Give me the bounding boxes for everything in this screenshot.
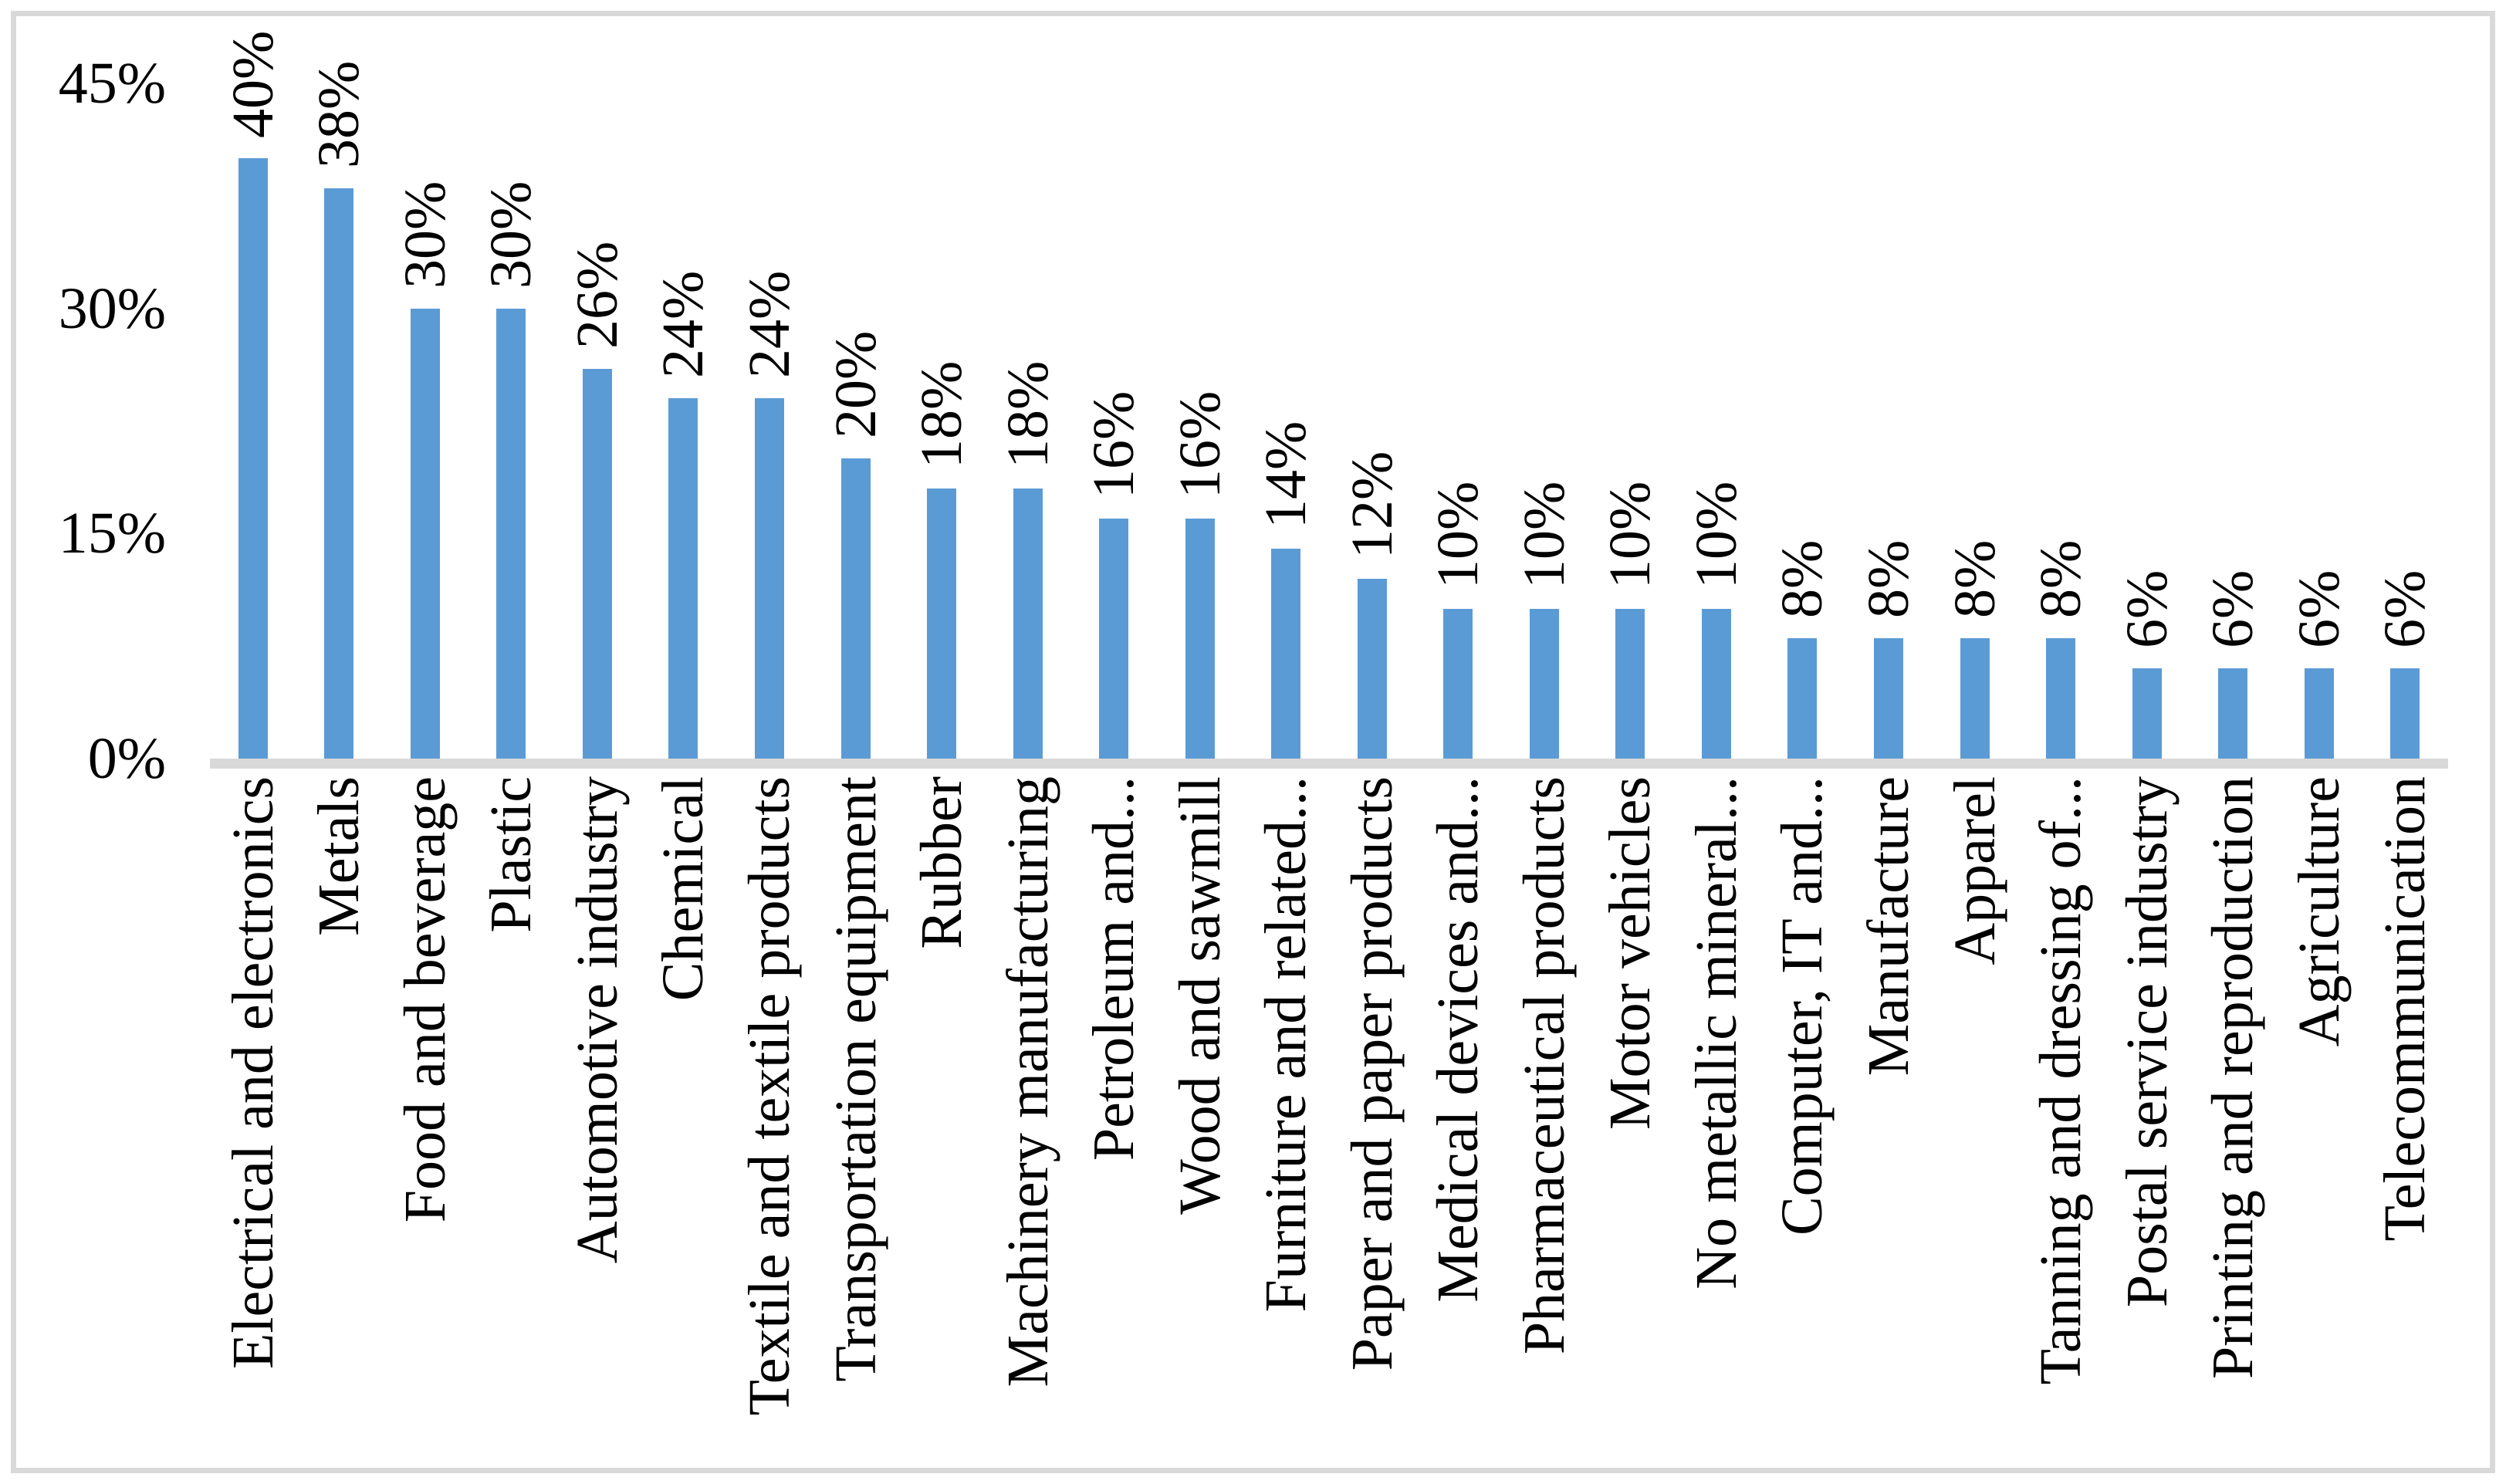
bar-value-label: 6%: [2200, 570, 2266, 648]
bar: [1357, 579, 1387, 759]
category-label: Telecommunication: [2372, 776, 2438, 1242]
bar-value-label: 24%: [737, 270, 802, 378]
category-label: Transportation equipment: [823, 776, 888, 1382]
category-label: Machinery manufacturing: [995, 776, 1060, 1388]
bar: [1701, 609, 1731, 759]
category-label: Printing and reproduction: [2200, 776, 2266, 1379]
x-axis-line: [210, 759, 2448, 769]
category-label: Manufacture: [1856, 776, 1921, 1077]
bar: [496, 309, 526, 759]
bar: [410, 309, 440, 759]
bar: [2304, 668, 2334, 759]
bar: [668, 398, 698, 759]
bar-value-label: 16%: [1167, 390, 1233, 499]
category-label: No metallic mineral...: [1683, 776, 1749, 1290]
bar-value-label: 10%: [1598, 481, 1663, 589]
category-label: Agriculture: [2286, 776, 2352, 1047]
category-label: Textile and textile products: [737, 776, 802, 1416]
category-label: Rubber: [909, 776, 975, 949]
bar-value-label: 10%: [1511, 481, 1577, 589]
chart-border-frame: [11, 11, 2495, 1473]
category-label: Apparel: [1942, 776, 2007, 965]
bar-value-label: 18%: [995, 360, 1060, 468]
bar-value-label: 24%: [651, 270, 716, 378]
category-label: Paper and paper products: [1339, 776, 1405, 1371]
bar: [755, 398, 784, 759]
bar-value-label: 8%: [1856, 539, 1921, 618]
bar-value-label: 40%: [220, 30, 286, 138]
category-label: Chemical: [651, 776, 716, 1002]
bar-value-label: 10%: [1683, 481, 1749, 589]
bar-value-label: 30%: [392, 181, 458, 289]
bar-value-label: 12%: [1339, 451, 1405, 559]
category-label: Medical devices and...: [1425, 776, 1491, 1303]
y-axis-tick-label: 0%: [87, 726, 166, 791]
bar: [1615, 609, 1645, 759]
category-label: Food and beverage: [392, 776, 458, 1223]
category-label: Furniture and related...: [1253, 776, 1319, 1313]
bar: [1099, 519, 1129, 759]
category-label: Postal service industry: [2114, 776, 2180, 1308]
bar: [1960, 638, 1990, 759]
bar: [1443, 609, 1473, 759]
bar: [840, 458, 871, 759]
category-label: Metals: [306, 776, 372, 936]
bar-value-label: 8%: [2028, 539, 2094, 618]
bar-value-label: 38%: [306, 60, 372, 168]
bar: [582, 369, 612, 759]
category-label: Tanning and dressing of...: [2028, 776, 2094, 1385]
bar: [2046, 638, 2076, 759]
category-label: Motor vehicles: [1598, 776, 1663, 1131]
bar-value-label: 8%: [1770, 539, 1835, 618]
bar: [238, 158, 268, 759]
bar: [2132, 668, 2162, 759]
bar-value-label: 16%: [1081, 390, 1147, 499]
bar: [1271, 549, 1301, 759]
bar: [324, 188, 354, 759]
bar-value-label: 10%: [1425, 481, 1491, 589]
y-axis-tick-label: 45%: [58, 51, 166, 117]
y-axis-tick-label: 15%: [58, 501, 166, 566]
bar: [1529, 609, 1559, 759]
bar-value-label: 14%: [1253, 421, 1319, 529]
bar-value-label: 18%: [909, 360, 975, 468]
category-label: Wood and sawmill: [1167, 776, 1233, 1215]
y-axis-tick-label: 30%: [58, 276, 166, 341]
category-label: Petroleum and...: [1081, 776, 1147, 1161]
bar-value-label: 26%: [564, 241, 630, 349]
bar-value-label: 8%: [1942, 539, 2007, 618]
bar-value-label: 6%: [2372, 570, 2438, 648]
bar-value-label: 6%: [2286, 570, 2352, 648]
category-label: Electrical and electronics: [220, 776, 286, 1370]
bar: [1787, 638, 1818, 759]
category-label: Pharmaceutical products: [1511, 776, 1577, 1355]
bar: [1185, 519, 1215, 759]
bar: [1874, 638, 1903, 759]
category-label: Automotive industry: [564, 776, 630, 1264]
bar: [2390, 668, 2420, 759]
bar: [927, 488, 957, 759]
bar: [2218, 668, 2248, 759]
bar-value-label: 20%: [823, 330, 888, 438]
bar-value-label: 6%: [2114, 570, 2180, 648]
category-label: Computer, IT and...: [1770, 776, 1835, 1236]
bar: [1013, 488, 1043, 759]
category-label: Plastic: [479, 776, 544, 933]
bar-value-label: 30%: [479, 181, 544, 289]
